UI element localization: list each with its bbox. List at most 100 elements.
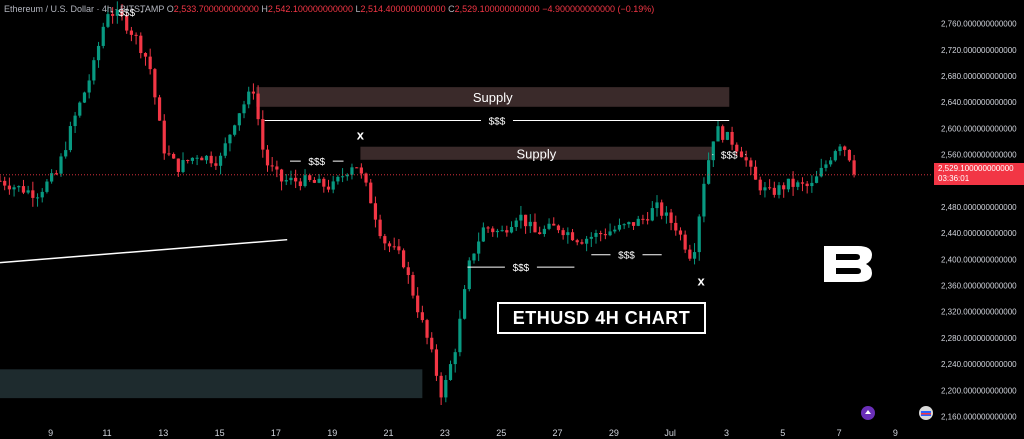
flag-icon[interactable] <box>918 405 934 421</box>
candle-body <box>664 212 668 216</box>
candle-body <box>317 178 321 183</box>
candle-body <box>298 181 302 187</box>
candle-body <box>603 234 607 236</box>
candle-body <box>195 157 199 159</box>
candle-body <box>378 219 382 237</box>
candle-body <box>528 221 532 227</box>
candle-body <box>373 203 378 220</box>
candle-body <box>556 225 561 231</box>
candle-body <box>186 160 190 162</box>
close-label: C <box>448 4 455 14</box>
candle-body <box>467 260 471 290</box>
candle-body <box>279 169 284 182</box>
candle-body <box>96 45 101 61</box>
liquidity-label: $$$ <box>513 263 530 274</box>
candle-body <box>237 113 241 126</box>
candle-body <box>542 228 546 235</box>
candle-body <box>753 166 758 180</box>
candle-body <box>730 131 734 145</box>
low-label: L <box>355 4 361 14</box>
candle-body <box>21 186 26 193</box>
liquidity-label: $$$ <box>721 151 738 162</box>
candle-body <box>167 153 171 155</box>
candle-body <box>617 224 622 230</box>
candle-body <box>674 222 678 231</box>
candle-body <box>101 26 105 46</box>
x-tick-label: 13 <box>158 428 168 438</box>
candle-body <box>312 179 317 183</box>
candle-body <box>477 241 481 254</box>
candle-body <box>735 144 739 152</box>
candle-body <box>538 232 542 235</box>
candle-body <box>153 69 157 98</box>
x-tick-label: 5 <box>780 428 785 438</box>
candle-body <box>669 212 673 223</box>
candle-body <box>401 250 406 268</box>
candle-body <box>40 191 44 198</box>
candle-body <box>448 364 453 380</box>
candle-body <box>261 119 265 150</box>
candle-body <box>514 220 518 227</box>
candle-body <box>134 34 138 36</box>
candle-body <box>702 183 706 217</box>
candle-body <box>744 157 748 161</box>
candle-body <box>683 234 687 250</box>
candle-body <box>495 230 500 233</box>
y-tick-label: 2,320.000000000000 <box>941 308 1017 317</box>
candle-body <box>547 223 551 229</box>
y-tick-label: 2,440.000000000000 <box>941 229 1017 238</box>
candle-body <box>575 240 579 243</box>
high-value: 2,542.100000000000 <box>267 4 353 14</box>
candle-body <box>59 156 63 174</box>
candle-body <box>707 160 711 184</box>
x-tick-label: 21 <box>384 428 394 438</box>
candle-body <box>111 14 115 16</box>
candle-body <box>519 214 523 221</box>
y-tick-label: 2,680.000000000000 <box>941 72 1017 81</box>
candle-body <box>594 233 598 237</box>
candle-body <box>181 160 185 172</box>
candle-body <box>636 218 640 226</box>
candle-body <box>26 190 30 193</box>
candle-body <box>580 242 584 244</box>
candle-body <box>660 202 664 216</box>
candle-body <box>791 178 795 187</box>
candle-body <box>218 155 223 166</box>
candle-body <box>294 177 298 182</box>
x-tick-label: 23 <box>440 428 450 438</box>
candle-body <box>115 9 119 16</box>
x-tick-label: 9 <box>48 428 53 438</box>
candle-body <box>561 230 565 236</box>
liquidity-label: $$$ <box>618 251 635 262</box>
candle-body <box>265 149 270 166</box>
x-tick-label: Jul <box>664 428 676 438</box>
y-tick-label: 2,600.000000000000 <box>941 124 1017 133</box>
candle-body <box>500 230 504 232</box>
candle-body <box>599 233 603 235</box>
liquidity-label: $$$ <box>489 117 506 128</box>
candle-body <box>570 232 575 241</box>
candle-body <box>176 158 180 172</box>
sweep-marker: x <box>697 274 705 289</box>
candle-body <box>0 180 2 182</box>
last-price-tag: 2,529.100000000000 03:36:01 <box>934 163 1024 185</box>
candle-body <box>509 226 514 233</box>
zone-2 <box>0 369 423 399</box>
candle-body <box>434 349 439 376</box>
candle-body <box>172 153 176 159</box>
brand-logo-icon <box>824 246 872 282</box>
candle-body <box>336 176 340 182</box>
candle-body <box>749 160 753 167</box>
candle-body <box>589 236 593 239</box>
candle-body <box>481 227 485 242</box>
candle-body <box>491 228 495 233</box>
y-tick-label: 2,720.000000000000 <box>941 46 1017 55</box>
replay-icon[interactable] <box>860 405 876 421</box>
candle-body <box>692 252 697 259</box>
candle-body <box>420 312 424 321</box>
candle-body <box>7 185 11 190</box>
zone-0 <box>256 87 730 107</box>
candle-body <box>819 167 823 177</box>
candle-body <box>425 320 429 338</box>
